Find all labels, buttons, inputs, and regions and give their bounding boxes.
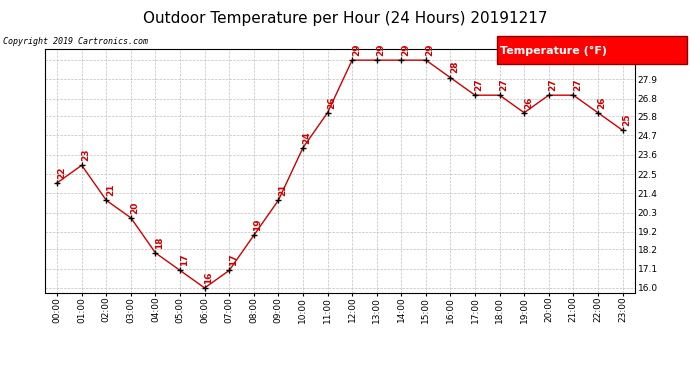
Text: Outdoor Temperature per Hour (24 Hours) 20191217: Outdoor Temperature per Hour (24 Hours) … (143, 11, 547, 26)
Text: 22: 22 (57, 166, 66, 178)
Text: 17: 17 (229, 254, 238, 266)
Text: 28: 28 (450, 61, 459, 74)
Text: 24: 24 (303, 131, 312, 144)
Text: 23: 23 (81, 148, 90, 161)
Text: 21: 21 (106, 184, 115, 196)
Text: 27: 27 (573, 78, 582, 91)
Text: Copyright 2019 Cartronics.com: Copyright 2019 Cartronics.com (3, 38, 148, 46)
Text: 26: 26 (598, 96, 607, 108)
Text: 27: 27 (549, 78, 558, 91)
Text: 25: 25 (622, 114, 631, 126)
Text: 26: 26 (524, 96, 533, 108)
Text: 26: 26 (327, 96, 336, 108)
Text: 17: 17 (179, 254, 188, 266)
Text: 29: 29 (352, 44, 361, 56)
Text: 27: 27 (500, 78, 509, 91)
Text: 29: 29 (376, 44, 385, 56)
Text: 29: 29 (401, 44, 410, 56)
Text: 16: 16 (204, 271, 213, 284)
Text: 27: 27 (475, 78, 484, 91)
Text: 18: 18 (155, 236, 164, 249)
Text: 29: 29 (426, 44, 435, 56)
Text: 19: 19 (253, 219, 262, 231)
Text: 21: 21 (278, 184, 287, 196)
Text: Temperature (°F): Temperature (°F) (500, 46, 607, 56)
Text: 20: 20 (130, 201, 139, 214)
